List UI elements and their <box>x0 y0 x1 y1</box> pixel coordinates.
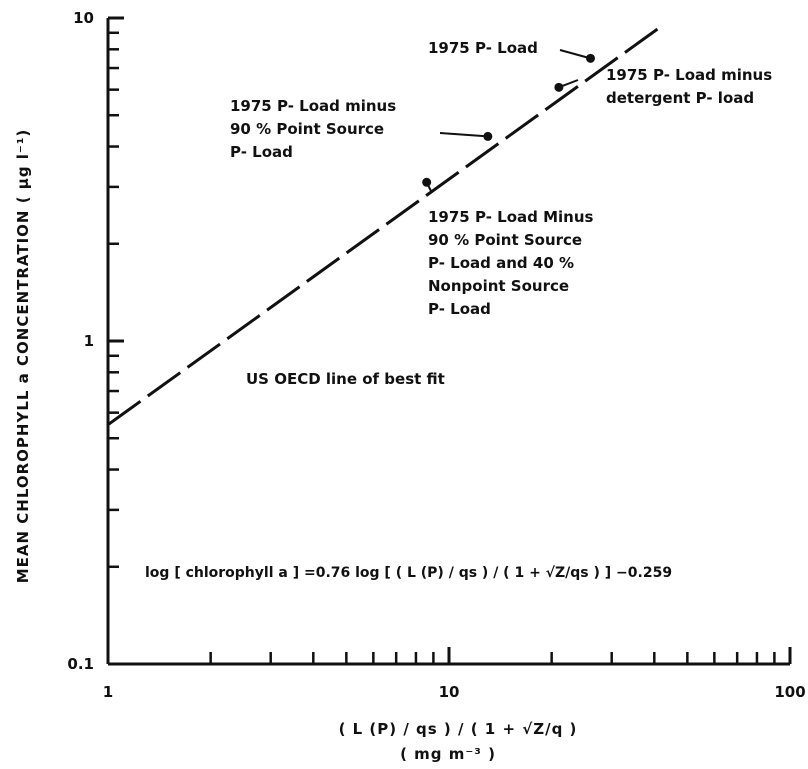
y-tick-label: 10 <box>73 9 94 27</box>
x-tick-label: 100 <box>774 683 805 701</box>
leader-line <box>559 49 591 60</box>
leader-line <box>425 181 433 194</box>
point-label: P- Load <box>428 300 491 318</box>
point-label: 1975 P- Load minus <box>230 97 396 115</box>
axes: 0.1 1 10 1 10 100 MEAN CHLOROPHYLL a CONCENTRA… <box>14 9 806 763</box>
point-label: P- Load <box>230 143 293 161</box>
y-tick-label: 1 <box>84 332 94 350</box>
fit-equation: log [ chlorophyll a ] =0.76 log [ ( L (P… <box>145 565 672 581</box>
x-tick-label: 10 <box>439 683 460 701</box>
point-label: Nonpoint Source <box>428 277 569 295</box>
x-axis-title: ( L (P) / qs ) / ( 1 + √Z/q ) <box>339 720 578 738</box>
best-fit-line <box>107 24 663 426</box>
data-points <box>422 53 596 187</box>
point-label: detergent P- load <box>606 89 754 107</box>
point-label: 1975 P- Load Minus <box>428 208 594 226</box>
point-label: 1975 P- Load minus <box>606 66 772 84</box>
annotations: US OECD line of best fit log [ chlorophyl… <box>145 39 772 581</box>
y-tick-label: 0.1 <box>67 655 94 673</box>
fit-line <box>107 24 663 426</box>
point-label: 1975 P- Load <box>428 39 538 57</box>
point-label: 90 % Point Source <box>428 231 582 249</box>
leader-line <box>439 132 488 138</box>
annotation-leaders <box>425 49 591 194</box>
point-label: 90 % Point Source <box>230 120 384 138</box>
point-label: P- Load and 40 % <box>428 254 574 272</box>
fit-line-label: US OECD line of best fit <box>246 370 445 388</box>
y-axis-title: MEAN CHLOROPHYLL a CONCENTRATION ( µg l⁻… <box>14 129 32 584</box>
x-tick-label: 1 <box>103 683 113 701</box>
x-axis-units: ( mg m⁻³ ) <box>400 745 496 763</box>
leader-line <box>558 79 579 89</box>
